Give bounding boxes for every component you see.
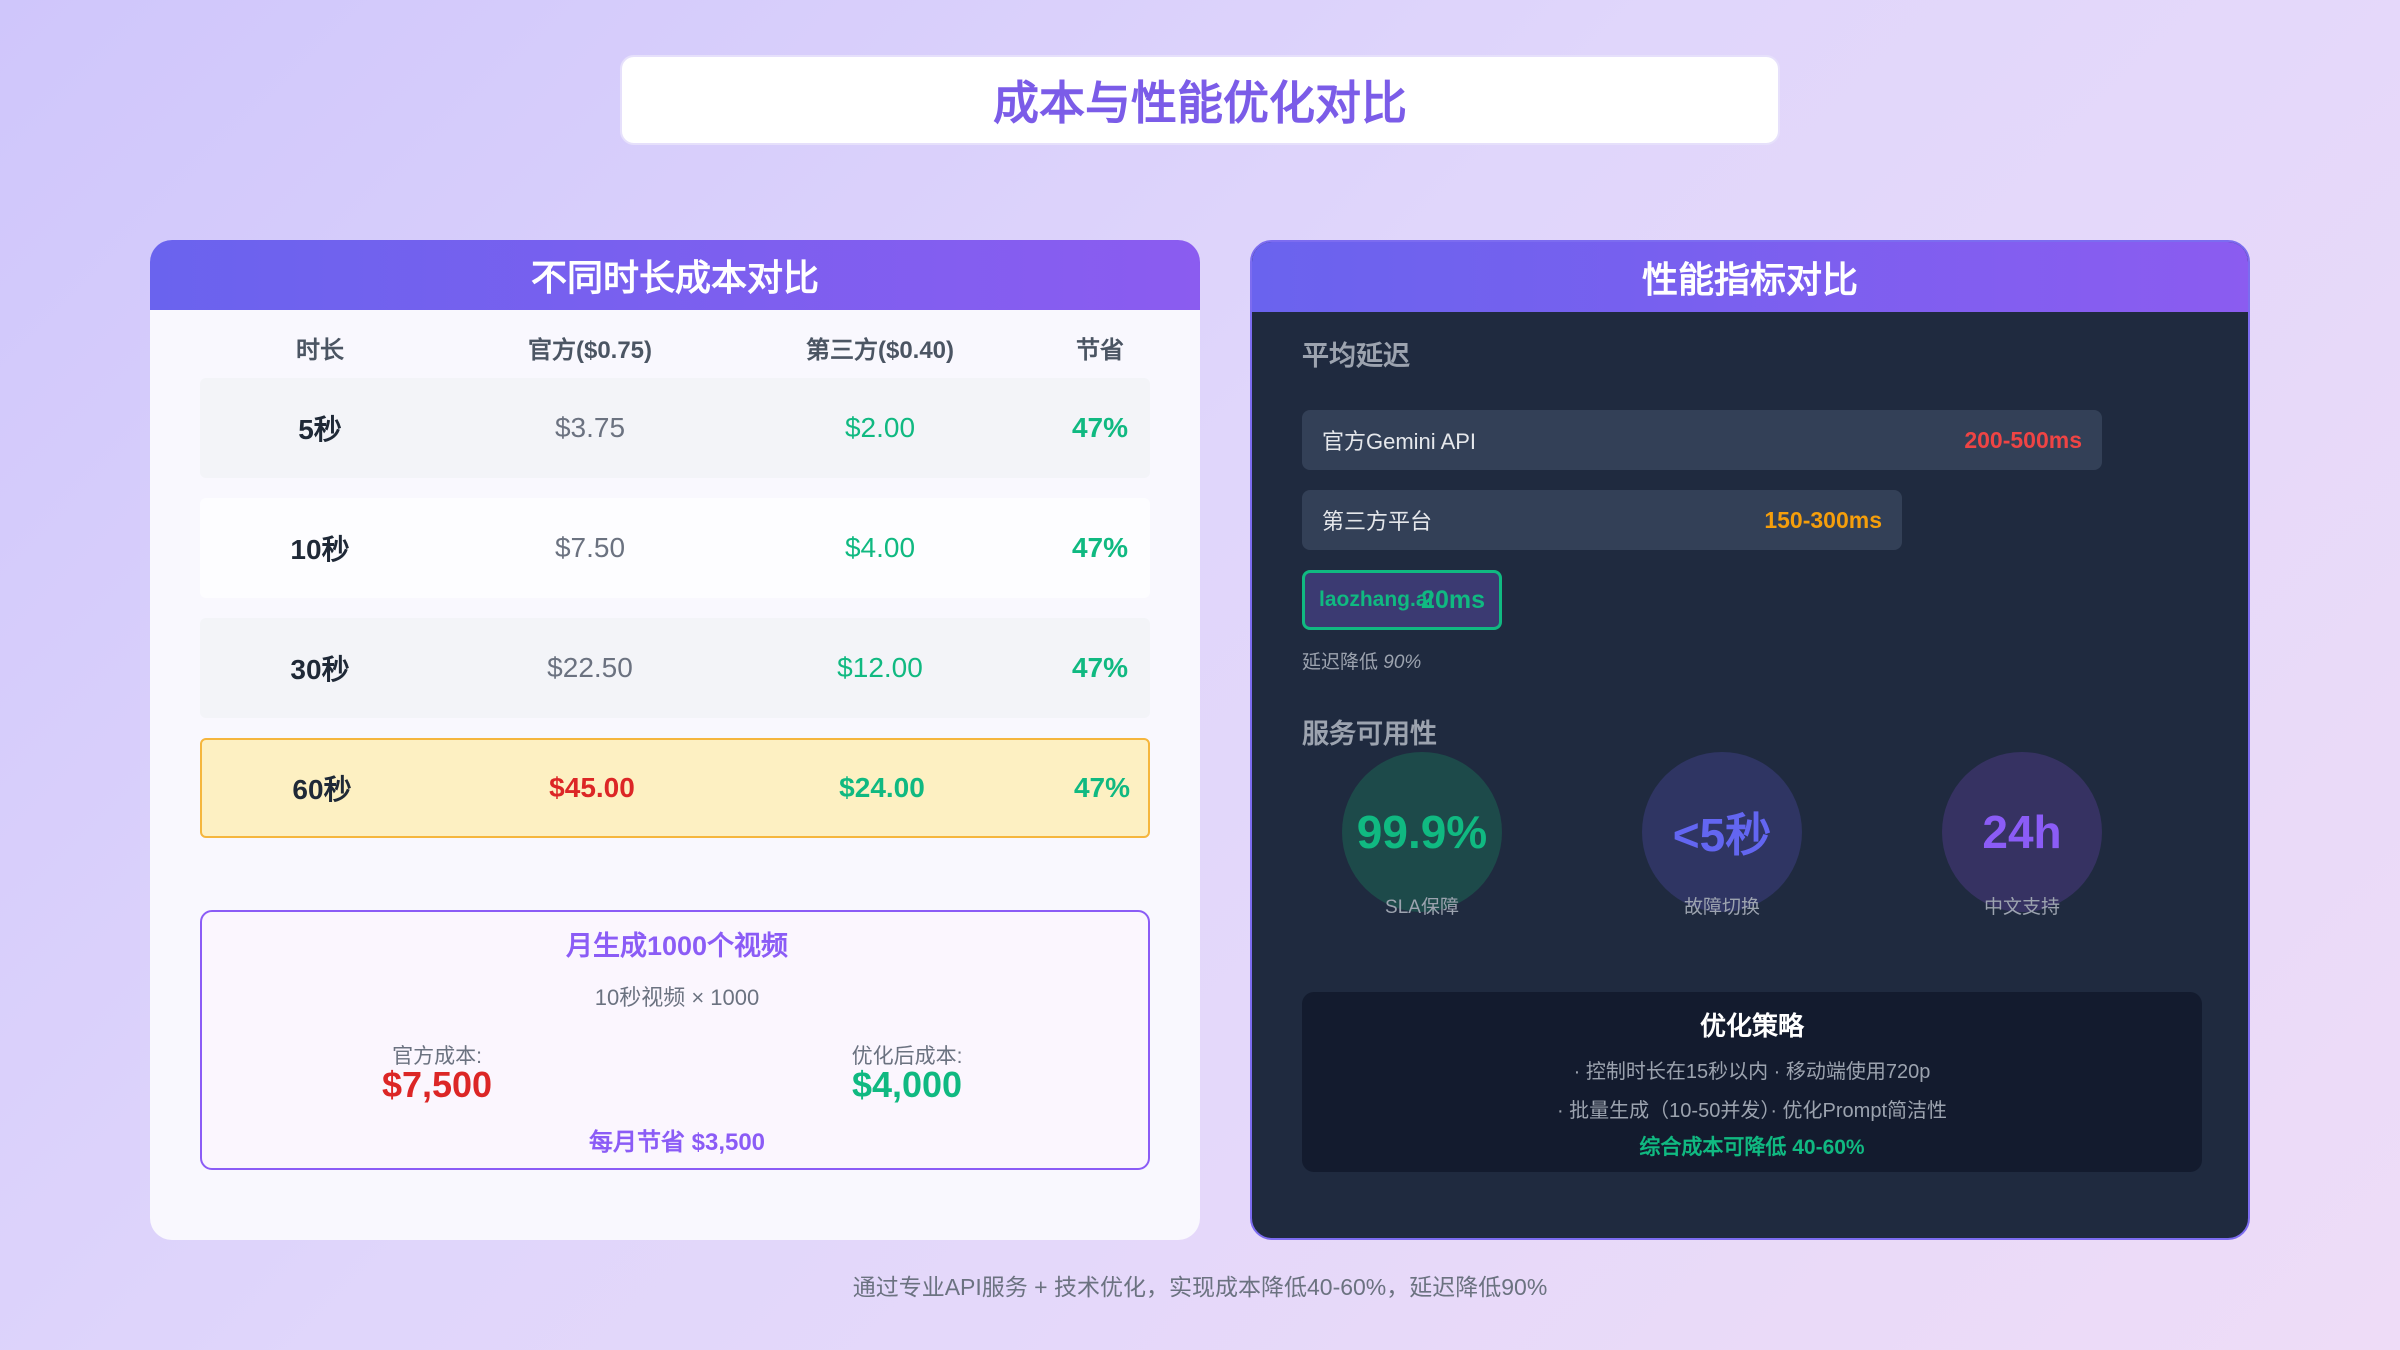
latency-bar-third-party: 第三方平台 150-300ms [1302, 490, 1902, 550]
table-row: 5秒 $3.75 $2.00 47% [200, 378, 1150, 478]
cell: $12.00 [837, 652, 923, 683]
bar-label: 官方Gemini API [1322, 429, 1477, 454]
latency-bar-laozhang: laozhang.ai 20ms [1302, 570, 1502, 630]
bar-value: 200-500ms [1964, 426, 2082, 453]
latency-note-value: 90% [1383, 652, 1422, 673]
cell: $7.50 [554, 532, 626, 563]
cost-comparison-card: 不同时长成本对比 时长 官方($0.75) 第三方($0.40) 节省 5秒 $3… [150, 240, 1200, 1240]
latency-title: 平均延迟 [1302, 341, 1410, 371]
summary-subtitle: 10秒视频 × 1000 [594, 985, 760, 1010]
optimized-cost-label: 优化后成本: [851, 1045, 963, 1068]
column-header: 第三方($0.40) [805, 337, 955, 364]
cost-card-header: 不同时长成本对比 [150, 240, 1200, 310]
cell: $4.00 [844, 532, 916, 563]
bar-value: 150-300ms [1764, 506, 1882, 533]
cell: $22.50 [547, 652, 633, 683]
bar-value: 20ms [1421, 585, 1485, 614]
optimized-cost-value: $4,000 [851, 1064, 963, 1105]
column-header: 节省 [1076, 337, 1124, 364]
cell: 47% [1071, 652, 1129, 683]
table-row: 30秒 $22.50 $12.00 47% [200, 618, 1150, 718]
performance-card: 性能指标对比 平均延迟 官方Gemini API 200-500ms 第三方平台 1… [1250, 240, 2250, 1240]
monthly-summary-box: 月生成1000个视频 10秒视频 × 1000 官方成本: $7,500 优化后… [200, 910, 1150, 1170]
strategy-box: 优化策略 · 控制时长在15秒以内 · 移动端使用720p · 批量生成（10-… [1302, 992, 2202, 1172]
cell: 5秒 [298, 414, 342, 445]
column-header: 时长 [296, 337, 344, 364]
cell: 47% [1071, 532, 1129, 563]
performance-card-header: 性能指标对比 [1252, 242, 2248, 312]
metric-label: SLA保障 [1385, 897, 1459, 918]
table-row-highlighted: 60秒 $45.00 $24.00 47% [200, 738, 1150, 838]
page-title: 成本与性能优化对比 [620, 55, 1780, 145]
metric-failover: <5秒 [1642, 752, 1802, 912]
column-header: 官方($0.75) [527, 337, 653, 364]
cell: 47% [1071, 412, 1129, 443]
strategy-title: 优化策略 [1699, 1011, 1804, 1041]
table-row: 10秒 $7.50 $4.00 47% [200, 498, 1150, 598]
latency-note: 延迟降低 90% [1302, 647, 1421, 674]
cell: $2.00 [844, 412, 916, 443]
metric-label: 中文支持 [1983, 897, 2061, 918]
latency-bar-official: 官方Gemini API 200-500ms [1302, 410, 2102, 470]
summary-title: 月生成1000个视频 [565, 931, 789, 961]
cell: $45.00 [549, 772, 635, 803]
cell: 47% [1073, 772, 1131, 803]
metric-label: 故障切换 [1683, 897, 1761, 918]
metric-support: 24h [1942, 752, 2102, 912]
cell: 10秒 [290, 534, 350, 565]
latency-note-text: 延迟降低 [1302, 652, 1379, 673]
cell: 60秒 [292, 774, 352, 805]
monthly-savings: 每月节省 $3,500 [588, 1129, 766, 1156]
strategy-line: · 批量生成（10-50并发）· 优化Prompt简洁性 [1556, 1100, 1948, 1122]
strategy-highlight: 综合成本可降低 40-60% [1639, 1136, 1865, 1159]
footer-note: 通过专业API服务 + 技术优化，实现成本降低40-60%，延迟降低90% [852, 1274, 1548, 1300]
strategy-line: · 控制时长在15秒以内 · 移动端使用720p [1573, 1061, 1931, 1083]
official-cost-label: 官方成本: [392, 1045, 482, 1068]
official-cost-value: $7,500 [381, 1064, 493, 1105]
cell: $24.00 [839, 772, 925, 803]
availability-title: 服务可用性 [1302, 719, 1437, 749]
metric-sla: 99.9% [1342, 752, 1502, 912]
cell: 30秒 [290, 654, 350, 685]
bar-label: 第三方平台 [1322, 509, 1433, 534]
bar-label: laozhang.ai [1319, 588, 1434, 611]
cell: $3.75 [554, 412, 626, 443]
